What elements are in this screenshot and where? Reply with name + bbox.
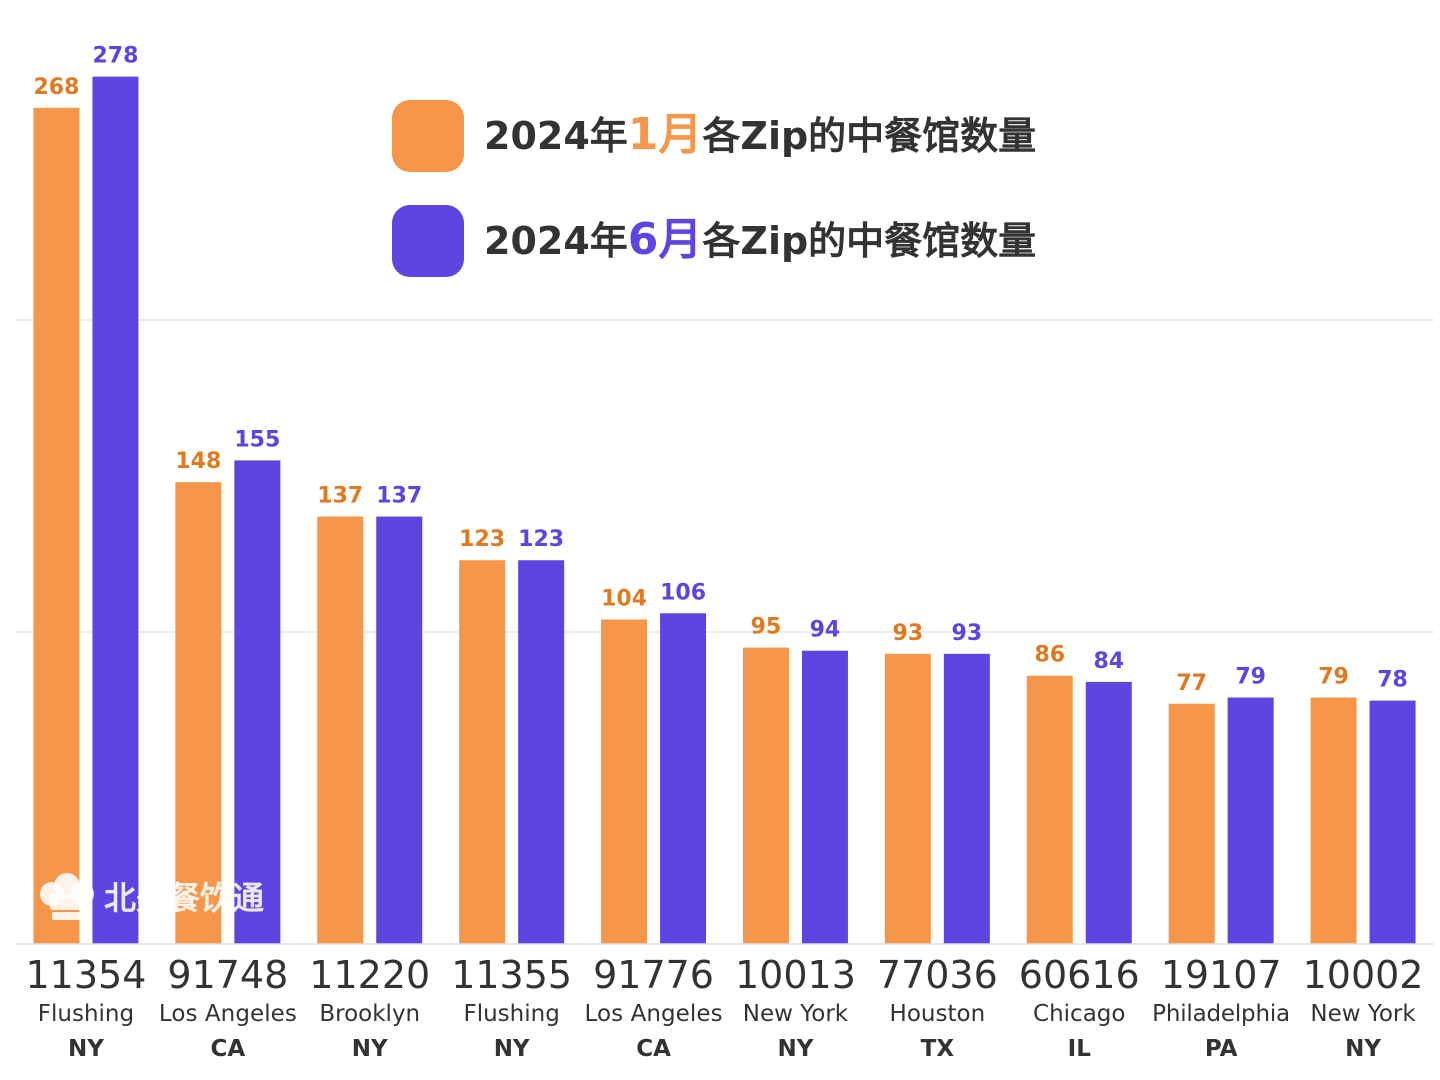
x-tick-city: Chicago [1033,1001,1125,1027]
data-label-jan: 123 [459,527,505,552]
data-label-jun: 94 [810,618,841,643]
x-tick-city: Flushing [38,1001,134,1027]
x-tick-state: CA [636,1036,671,1062]
bar-jun [518,560,565,944]
data-label-jan: 86 [1034,643,1065,668]
x-tick-city: New York [743,1001,849,1027]
x-tick-city: Los Angeles [159,1001,297,1027]
bar-jan [33,107,80,945]
bar-jan [601,619,648,944]
bar-jun [1369,700,1416,944]
legend-swatch-jun [392,205,464,277]
x-tick-zip: 11220 [309,953,430,997]
x-tick-zip: 91748 [167,953,288,997]
legend-suffix: 各Zip的中餐馆数量 [702,219,1037,263]
legend-month-jun: 6月 [627,214,703,265]
bar-jun [660,613,707,944]
legend-month-jan: 1月 [627,109,703,160]
bar-jun [234,460,281,944]
x-tick-state: NY [1345,1036,1381,1062]
data-label-jun: 93 [952,621,983,646]
bar-jan [884,653,931,944]
x-tick-city: New York [1310,1001,1416,1027]
bar-jan [1168,703,1215,944]
bar-jun [801,650,848,944]
x-tick-zip: 11354 [26,953,147,997]
bar-jan [1026,675,1073,944]
bar-jun [376,516,423,944]
data-label-jan: 104 [601,587,647,612]
data-label-jun: 278 [92,44,138,69]
watermark-text: 北美餐饮通 [104,879,265,917]
x-tick-state: PA [1205,1036,1238,1062]
data-label-jun: 84 [1093,649,1124,674]
x-tick-zip: 10002 [1303,953,1424,997]
data-label-jan: 79 [1318,665,1349,690]
data-label-jun: 123 [518,527,564,552]
data-label-jan: 268 [33,75,79,100]
x-tick-state: NY [68,1036,104,1062]
data-label-jun: 155 [234,427,280,452]
bar-jan [175,482,222,944]
x-tick-city: Philadelphia [1152,1001,1290,1027]
x-tick-state: NY [352,1036,388,1062]
bar-jan [1310,697,1357,944]
x-tick-zip: 77036 [877,953,998,997]
x-tick-city: Flushing [463,1001,559,1027]
x-tick-zip: 91776 [593,953,714,997]
bar-jan [317,516,364,944]
x-tick-state: NY [777,1036,813,1062]
bar-jun [92,76,139,944]
data-label-jan: 93 [893,621,924,646]
bar-jan [742,647,789,944]
x-tick-city: Los Angeles [585,1001,723,1027]
chef-hat-icon [40,873,94,920]
x-tick-state: NY [494,1036,530,1062]
legend-prefix: 2024年 [484,114,628,158]
data-label-jun: 106 [660,580,706,605]
x-tick-zip: 10013 [735,953,856,997]
x-tick-zip: 11355 [451,953,572,997]
bar-jan [459,560,506,944]
x-tick-zip: 60616 [1019,953,1140,997]
x-tick-state: TX [921,1036,955,1062]
data-label-jun: 78 [1377,668,1408,693]
legend-swatch-jan [392,100,464,172]
legend-label-jun: 2024年6月各Zip的中餐馆数量 [484,215,1036,266]
data-label-jan: 95 [751,615,782,640]
x-tick-state: IL [1068,1036,1092,1062]
x-tick-state: CA [211,1036,246,1062]
data-label-jan: 77 [1176,671,1207,696]
bar-jun [943,653,990,944]
data-label-jun: 79 [1235,665,1266,690]
bar-jun [1227,697,1274,944]
legend-label-jan: 2024年1月各Zip的中餐馆数量 [484,110,1036,161]
legend-suffix: 各Zip的中餐馆数量 [702,114,1037,158]
x-tick-city: Houston [890,1001,986,1027]
data-label-jun: 137 [376,484,422,509]
x-tick-city: Brooklyn [319,1001,420,1027]
bar-jun [1085,681,1132,944]
data-label-jan: 148 [175,449,221,474]
data-label-jan: 137 [317,484,363,509]
legend-prefix: 2024年 [484,219,628,263]
x-tick-zip: 19107 [1161,953,1282,997]
